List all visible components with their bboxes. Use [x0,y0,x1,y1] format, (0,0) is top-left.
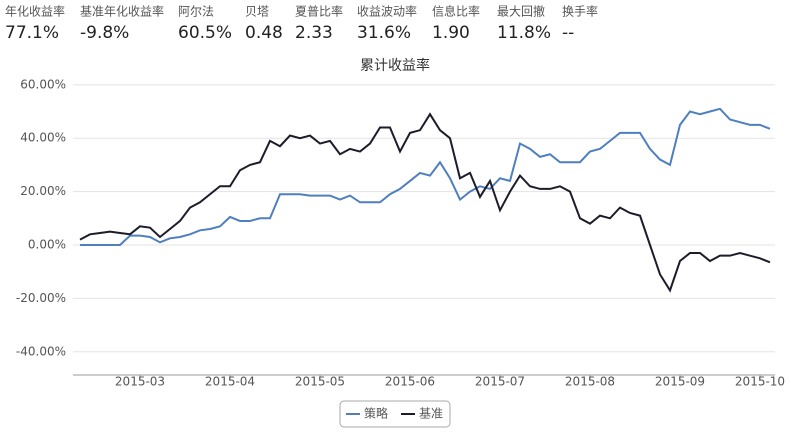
x-tick-label: 2015-05 [295,375,345,389]
y-tick-label: 0.00% [28,237,66,251]
stat-label: 换手率 [562,4,598,19]
stat-label: 信息比率 [432,4,480,19]
y-tick-label: -20.00% [16,291,66,305]
stat-value: 2.33 [295,23,333,43]
stat-value: 77.1% [5,23,59,43]
stat-value: 31.6% [357,23,411,43]
stat-value: 0.48 [245,23,283,43]
y-tick-label: 20.00% [20,184,66,198]
y-tick-label: 40.00% [20,131,66,145]
stat-value: -9.8% [80,23,129,43]
stat-label: 最大回撤 [497,4,545,19]
stat-label: 基准年化收益率 [80,4,164,19]
stat-value: 1.90 [432,23,470,43]
x-tick-label: 2015-04 [205,375,255,389]
stat-value: 60.5% [178,23,232,43]
stat-value: 11.8% [497,23,551,43]
stat-label: 年化收益率 [5,4,65,19]
y-tick-label: 60.00% [20,77,66,91]
x-tick-label: 2015-06 [385,375,435,389]
stat-label: 贝塔 [245,5,269,19]
legend-label: 策略 [364,406,388,421]
stat-label: 夏普比率 [295,4,343,19]
y-tick-label: -40.00% [16,344,66,358]
x-tick-label: 2015-08 [565,375,615,389]
stat-label: 阿尔法 [178,4,214,19]
series-line [80,107,771,246]
x-tick-label: 2015-03 [115,375,165,389]
x-tick-label: 2015-10 [735,375,785,389]
legend-box [339,400,451,428]
x-tick-label: 2015-09 [655,375,705,389]
chart-title: 累计收益率 [360,57,430,74]
legend-label: 基准 [419,407,443,421]
stat-label: 收益波动率 [357,4,417,19]
x-tick-label: 2015-07 [475,375,525,389]
series-line [79,112,771,293]
stat-value: -- [562,23,574,43]
